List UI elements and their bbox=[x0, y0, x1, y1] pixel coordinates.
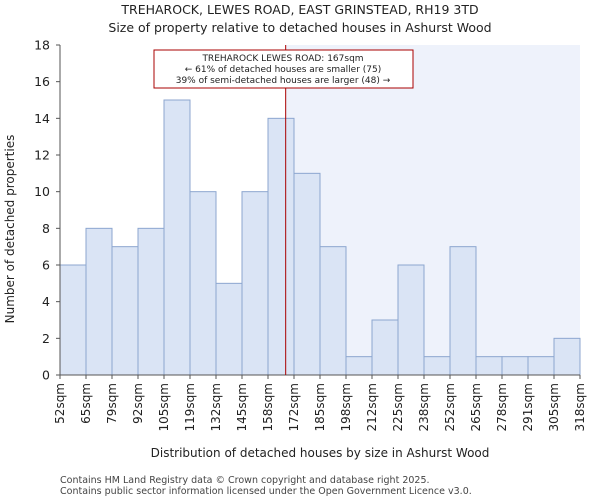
bar-145sqm bbox=[241, 191, 269, 376]
bar-238sqm bbox=[423, 356, 451, 376]
bar-52sqm bbox=[59, 264, 87, 376]
x-tick-label: 119sqm bbox=[183, 383, 197, 431]
bar-185sqm bbox=[319, 246, 347, 376]
bar-172sqm bbox=[293, 172, 321, 376]
x-ticks: 52sqm 65sqm 79sqm 92sqm 105sqm 119sqm 132sqm 14… bbox=[53, 375, 587, 431]
x-tick-label: 185sqm bbox=[313, 383, 327, 431]
chart-title: TREHAROCK, LEWES ROAD, EAST GRINSTEAD, R… bbox=[120, 2, 478, 17]
bar-305sqm bbox=[553, 337, 581, 376]
bar-198sqm bbox=[345, 356, 373, 376]
x-tick-label: 105sqm bbox=[157, 383, 171, 431]
y-tick-label: 16 bbox=[34, 74, 50, 89]
y-tick-label: 0 bbox=[42, 368, 50, 383]
y-tick-label: 10 bbox=[34, 184, 50, 199]
y-tick-label: 2 bbox=[42, 331, 50, 346]
annotation-box: TREHAROCK LEWES ROAD: 167sqm ← 61% of de… bbox=[153, 49, 414, 89]
annotation-line1: TREHAROCK LEWES ROAD: 167sqm bbox=[201, 54, 363, 64]
bar-278sqm bbox=[501, 356, 529, 376]
bar-92sqm bbox=[137, 227, 165, 376]
y-tick-label: 6 bbox=[42, 258, 50, 273]
x-tick-label: 172sqm bbox=[287, 383, 301, 431]
bar-225sqm bbox=[397, 264, 425, 376]
x-axis-label: Distribution of detached houses by size … bbox=[151, 446, 490, 460]
y-tick-label: 12 bbox=[34, 148, 50, 163]
bar-119sqm bbox=[189, 191, 217, 376]
x-tick-label: 318sqm bbox=[573, 383, 587, 431]
footer-line2: Contains public sector information licen… bbox=[60, 486, 472, 497]
chart-subtitle: Size of property relative to detached ho… bbox=[108, 20, 491, 35]
annotation-line2: ← 61% of detached houses are smaller (75… bbox=[185, 65, 382, 75]
x-tick-label: 92sqm bbox=[131, 383, 145, 424]
bar-265sqm bbox=[475, 356, 503, 376]
x-tick-label: 52sqm bbox=[53, 383, 67, 424]
x-tick-label: 79sqm bbox=[105, 383, 119, 424]
x-tick-label: 265sqm bbox=[469, 383, 483, 431]
x-tick-label: 305sqm bbox=[547, 383, 561, 431]
x-tick-label: 198sqm bbox=[339, 383, 353, 431]
y-tick-label: 14 bbox=[34, 111, 50, 126]
x-tick-label: 278sqm bbox=[495, 383, 509, 431]
bar-79sqm bbox=[111, 246, 139, 376]
x-tick-label: 158sqm bbox=[261, 383, 275, 431]
x-tick-label: 65sqm bbox=[79, 383, 93, 424]
y-tick-label: 8 bbox=[42, 221, 50, 236]
bar-252sqm bbox=[449, 246, 477, 376]
x-tick-label: 238sqm bbox=[417, 383, 431, 431]
bar-105sqm bbox=[163, 99, 191, 376]
bar-212sqm bbox=[371, 319, 399, 376]
x-tick-label: 291sqm bbox=[521, 383, 535, 431]
y-tick-label: 18 bbox=[34, 38, 50, 53]
x-tick-label: 145sqm bbox=[235, 383, 249, 431]
y-tick-label: 4 bbox=[42, 294, 50, 309]
bar-291sqm bbox=[527, 356, 555, 376]
annotation-line3: 39% of semi-detached houses are larger (… bbox=[176, 76, 391, 86]
x-tick-label: 212sqm bbox=[365, 383, 379, 431]
bar-132sqm bbox=[215, 282, 243, 376]
bar-158sqm bbox=[267, 117, 295, 376]
x-tick-label: 132sqm bbox=[209, 383, 223, 431]
bar-65sqm bbox=[85, 227, 113, 376]
bars bbox=[59, 99, 581, 376]
x-tick-label: 252sqm bbox=[443, 383, 457, 431]
y-ticks: 0 2 4 6 8 10 12 14 16 18 bbox=[34, 38, 60, 383]
y-axis-label: Number of detached properties bbox=[3, 135, 17, 324]
annotation-frame bbox=[153, 49, 414, 89]
footer-line1: Contains HM Land Registry data © Crown c… bbox=[60, 475, 430, 486]
x-tick-label: 225sqm bbox=[391, 383, 405, 431]
